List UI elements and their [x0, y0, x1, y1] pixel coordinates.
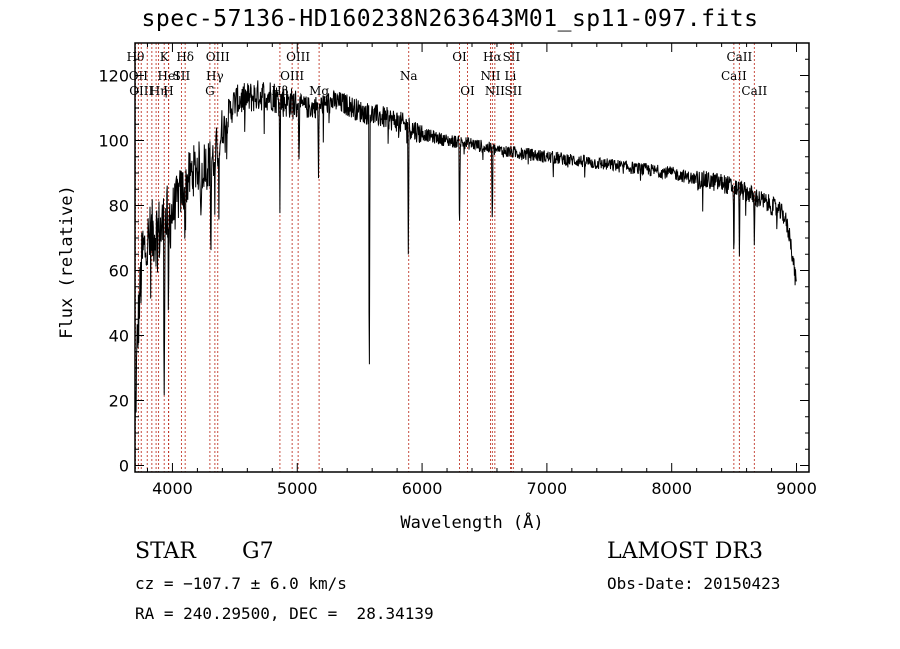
line-markers: HθOIIOIIIHηKHHeISIIHδGHγOIIIHβOIIIOIIIMg… — [127, 43, 767, 472]
survey-name: LAMOST DR3 — [607, 539, 763, 564]
y-tick-label: 120 — [98, 67, 129, 86]
line-marker-label: NII — [485, 84, 505, 98]
line-marker-label: OIII — [206, 50, 230, 64]
x-tick-label: 9000 — [776, 479, 817, 498]
y-tick-label: 20 — [109, 392, 129, 411]
chart-title: spec-57136-HD160238N263643M01_sp11-097.f… — [141, 6, 759, 32]
line-marker-label: Li — [505, 69, 517, 83]
line-marker-label: CaII — [726, 50, 752, 64]
line-marker-label: Hη — [150, 84, 168, 98]
spectral-subclass: G7 — [242, 539, 274, 564]
y-tick-label: 80 — [109, 197, 129, 216]
line-marker-label: OI — [460, 84, 475, 98]
line-marker-label: Mg — [309, 84, 329, 98]
y-tick-label: 40 — [109, 327, 129, 346]
line-marker-label: OI — [452, 50, 467, 64]
x-tick-label: 7000 — [527, 479, 568, 498]
spectrum-line — [134, 80, 797, 422]
coordinates: RA = 240.29500, DEC = 28.34139 — [135, 604, 434, 623]
line-marker-label: SII — [504, 84, 522, 98]
line-marker-label: SII — [503, 50, 521, 64]
line-marker-label: HeI — [158, 69, 181, 83]
line-marker-label: K — [160, 50, 170, 64]
line-marker-label: Hδ — [176, 50, 194, 64]
y-tick-label: 0 — [119, 457, 129, 476]
obs-date: Obs-Date: 20150423 — [607, 574, 781, 593]
line-marker-label: OIII — [286, 50, 310, 64]
x-tick-label: 6000 — [402, 479, 443, 498]
line-marker-label: Hγ — [206, 69, 224, 83]
axes: 4000 5000 6000 7000 8000 9000 0 20 40 60 80 100 120 — [98, 43, 817, 498]
y-axis-label: Flux (relative) — [57, 185, 77, 339]
x-tick-label: 5000 — [277, 479, 318, 498]
line-marker-label: Hα — [483, 50, 502, 64]
line-marker-label: CaII — [741, 84, 767, 98]
y-tick-label: 60 — [109, 262, 129, 281]
line-marker-label: CaII — [721, 69, 747, 83]
plot-frame — [134, 42, 810, 473]
object-class: STAR — [135, 539, 196, 564]
x-tick-label: 8000 — [651, 479, 692, 498]
line-marker-label: SII — [173, 69, 191, 83]
line-marker-label: Na — [400, 69, 418, 83]
line-marker-label: NII — [480, 69, 500, 83]
x-tick-label: 4000 — [152, 479, 193, 498]
line-marker-label: G — [205, 84, 215, 98]
y-tick-label: 100 — [98, 132, 129, 151]
line-marker-label: OIII — [280, 69, 304, 83]
x-axis-label: Wavelength (Å) — [400, 511, 543, 533]
redshift-text: cz = −107.7 ± 6.0 km/s — [135, 574, 347, 593]
